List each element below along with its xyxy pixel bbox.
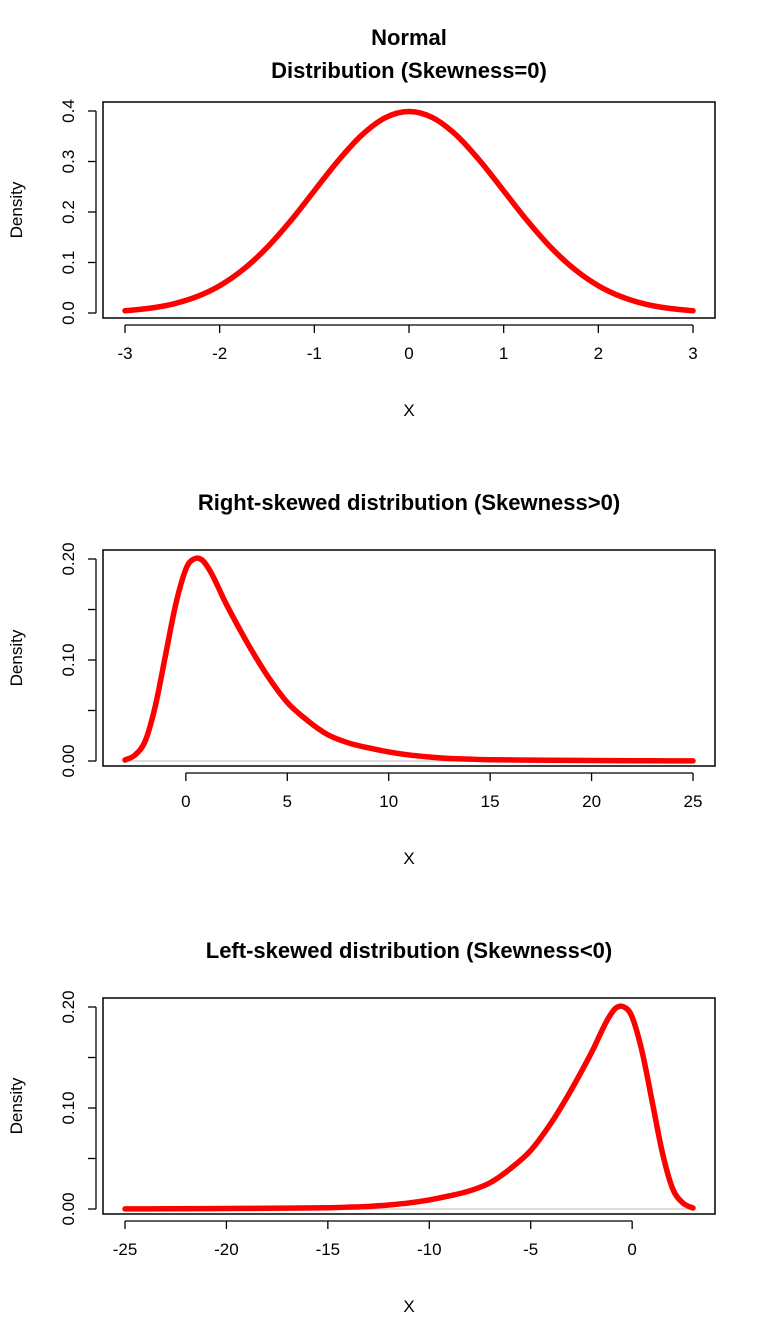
density-curve <box>122 555 696 764</box>
x-tick-label: -25 <box>113 1240 138 1259</box>
y-tick-label: 0.00 <box>59 744 78 777</box>
plot-frame <box>102 997 716 1215</box>
y-tick-label: 0.0 <box>59 301 78 325</box>
x-tick-label: 0 <box>404 344 413 363</box>
chart-title: Right-skewed distribution (Skewness>0) <box>198 490 620 515</box>
y-tick-label: 0.10 <box>59 1091 78 1124</box>
x-tick-label: 5 <box>283 792 292 811</box>
plot-frame <box>102 549 716 767</box>
chart-panel-1: Normal Distribution (Skewness=0) -3 -2 -1 0 1 2… <box>7 25 716 420</box>
density-curve <box>122 108 696 314</box>
y-tick-label: 0.20 <box>59 542 78 575</box>
x-tick-label: 0 <box>627 1240 636 1259</box>
x-tick-label: 0 <box>181 792 190 811</box>
x-tick-label: -15 <box>316 1240 341 1259</box>
y-tick-label: 0.1 <box>59 251 78 275</box>
y-axis-label: Density <box>7 181 26 238</box>
plot-frame <box>102 101 716 319</box>
chart-title: Normal <box>371 25 447 50</box>
chart-title: Distribution (Skewness=0) <box>271 58 547 83</box>
y-axis-label: Density <box>7 1077 26 1134</box>
x-tick-label: 1 <box>499 344 508 363</box>
y-tick-label: 0.10 <box>59 643 78 676</box>
chart-panel-3: Left-skewed distribution (Skewness<0) -25… <box>7 938 716 1316</box>
x-tick-label: -1 <box>307 344 322 363</box>
x-tick-label: 20 <box>582 792 601 811</box>
y-tick-label: 0.3 <box>59 150 78 174</box>
x-tick-label: 15 <box>481 792 500 811</box>
y-axis-label: Density <box>7 629 26 686</box>
x-tick-label: -20 <box>214 1240 239 1259</box>
x-tick-label: 2 <box>594 344 603 363</box>
y-tick-label: 0.4 <box>59 99 78 123</box>
chart-panel-2: Right-skewed distribution (Skewness>0) 0 5… <box>7 490 716 868</box>
x-axis-label: X <box>403 401 414 420</box>
x-tick-label: 10 <box>379 792 398 811</box>
x-tick-label: 25 <box>684 792 703 811</box>
y-tick-label: 0.00 <box>59 1192 78 1225</box>
y-tick-label: 0.2 <box>59 200 78 224</box>
x-axis-label: X <box>403 849 414 868</box>
x-axis-label: X <box>403 1297 414 1316</box>
x-tick-label: -5 <box>523 1240 538 1259</box>
chart-title: Left-skewed distribution (Skewness<0) <box>206 938 612 963</box>
density-curve <box>122 1003 696 1212</box>
x-tick-label: -10 <box>417 1240 442 1259</box>
y-tick-label: 0.20 <box>59 990 78 1023</box>
x-tick-label: -2 <box>212 344 227 363</box>
x-tick-label: 3 <box>688 344 697 363</box>
x-tick-label: -3 <box>117 344 132 363</box>
